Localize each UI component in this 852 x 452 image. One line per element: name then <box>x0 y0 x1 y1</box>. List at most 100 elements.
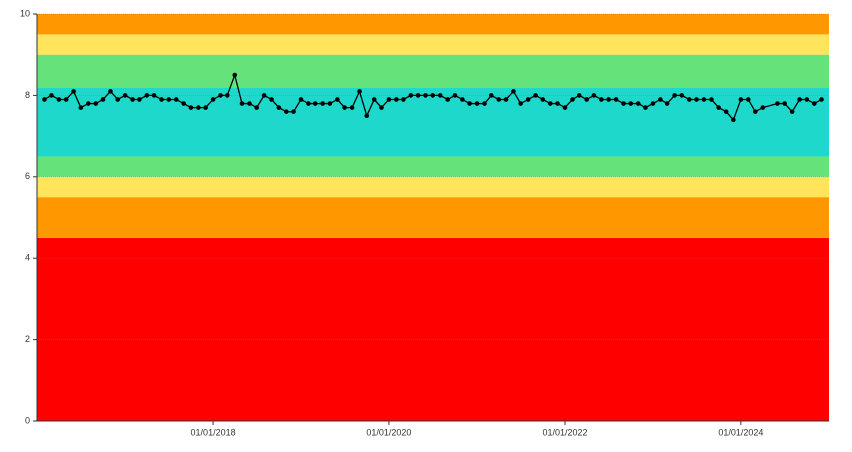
point <box>379 105 384 110</box>
point <box>591 93 597 98</box>
point <box>203 105 208 110</box>
point <box>460 97 465 102</box>
point <box>159 97 164 102</box>
point <box>482 101 487 106</box>
point <box>782 101 787 106</box>
point <box>694 97 699 102</box>
point <box>298 97 304 102</box>
point <box>291 109 296 114</box>
point <box>327 101 333 106</box>
point <box>746 97 751 102</box>
point <box>599 97 604 102</box>
point <box>613 97 619 102</box>
point <box>584 97 589 102</box>
point <box>342 105 347 110</box>
point <box>789 109 795 114</box>
point <box>672 93 677 98</box>
point <box>548 101 553 106</box>
point <box>269 97 274 102</box>
point <box>650 101 656 106</box>
point <box>738 97 744 102</box>
y-tick-label: 10 <box>20 8 30 18</box>
point <box>437 93 443 98</box>
y-tick-label: 0 <box>25 415 30 425</box>
point <box>752 109 758 114</box>
point <box>606 97 611 102</box>
point <box>533 93 538 98</box>
point <box>261 93 267 98</box>
point <box>812 101 817 106</box>
point <box>562 105 568 110</box>
point <box>467 101 472 106</box>
point <box>349 105 355 110</box>
point <box>628 101 634 106</box>
point <box>188 105 194 110</box>
point <box>210 97 216 102</box>
point <box>658 97 663 102</box>
point <box>371 97 377 102</box>
point <box>284 109 289 114</box>
point <box>408 93 414 98</box>
point <box>312 101 318 106</box>
point <box>357 89 362 94</box>
point <box>686 97 692 102</box>
point <box>716 105 721 110</box>
point <box>797 97 802 102</box>
point <box>760 105 766 110</box>
point <box>247 101 252 106</box>
y-tick-label: 2 <box>25 334 30 344</box>
band <box>37 34 829 55</box>
point <box>709 97 714 102</box>
point <box>474 101 480 106</box>
point <box>731 117 736 123</box>
point <box>635 101 641 106</box>
point <box>518 101 523 106</box>
point <box>679 93 685 98</box>
point <box>503 97 509 102</box>
y-tick-label: 6 <box>25 171 30 181</box>
point <box>335 97 340 102</box>
x-tick-label: 01/01/2024 <box>718 427 763 437</box>
x-tick-label: 01/01/2022 <box>542 427 587 437</box>
point <box>181 101 186 106</box>
point <box>621 101 626 106</box>
point <box>576 93 582 98</box>
band <box>37 156 829 177</box>
point <box>42 97 47 102</box>
point <box>306 101 311 106</box>
point <box>320 101 325 106</box>
point <box>488 93 494 98</box>
point <box>71 89 76 94</box>
point <box>115 97 120 102</box>
point <box>430 93 436 98</box>
point <box>701 97 707 102</box>
point <box>804 97 810 102</box>
x-tick-label: 01/01/2020 <box>366 427 411 437</box>
point <box>364 113 370 119</box>
band <box>37 14 829 35</box>
point <box>63 97 69 102</box>
band <box>37 237 829 421</box>
point <box>86 101 91 106</box>
y-tick-label: 4 <box>25 253 30 263</box>
point <box>78 105 84 110</box>
band <box>37 176 829 198</box>
point <box>525 97 531 102</box>
point <box>386 97 392 102</box>
point <box>122 93 128 98</box>
x-tick-label: 01/01/2018 <box>191 427 236 437</box>
point <box>723 109 729 114</box>
point <box>511 89 516 94</box>
point <box>173 97 179 102</box>
point <box>452 93 458 98</box>
point <box>254 105 259 110</box>
point <box>166 97 172 102</box>
y-tick-label: 8 <box>25 90 30 100</box>
point <box>93 101 99 106</box>
point <box>137 97 142 102</box>
point <box>819 97 824 102</box>
band <box>37 197 829 238</box>
point <box>100 97 106 102</box>
point <box>218 93 223 98</box>
point <box>394 97 399 102</box>
